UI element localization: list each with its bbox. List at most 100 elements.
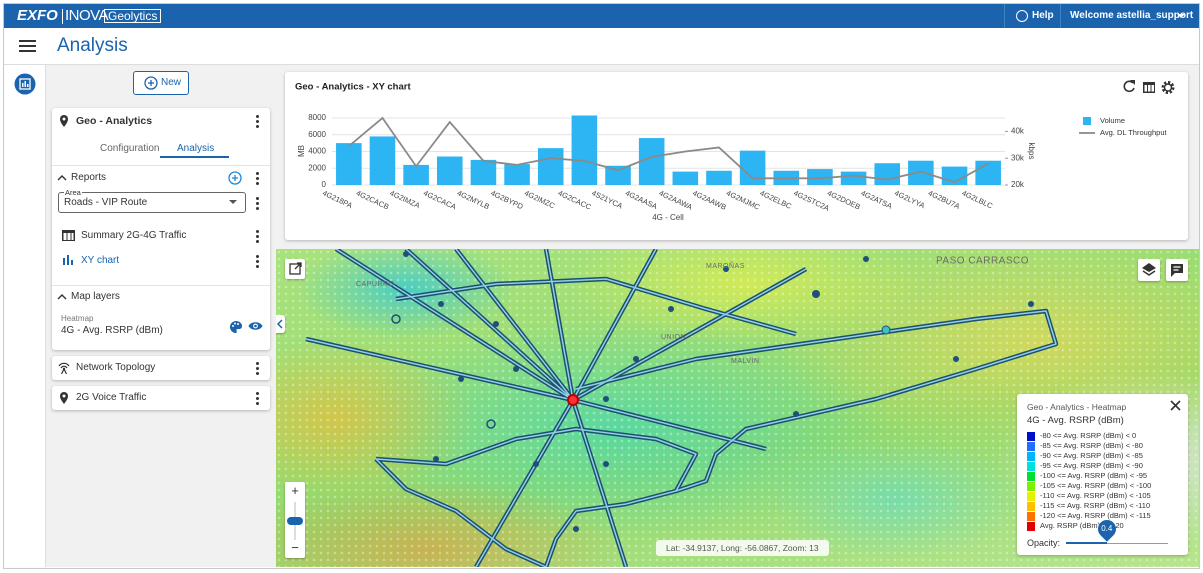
select-caret (229, 200, 237, 204)
field-label: Area (64, 188, 82, 197)
legend-swatch (1027, 522, 1035, 531)
kebab-menu[interactable] (256, 397, 259, 400)
expand-button[interactable] (285, 259, 305, 279)
tab[interactable]: Configuration (100, 143, 160, 154)
kebab-menu[interactable] (256, 202, 259, 205)
x-tick-label: 4G2CACB (355, 188, 391, 211)
layers-button[interactable] (1138, 259, 1160, 281)
zoom-thumb[interactable] (287, 517, 303, 525)
legend-swatch (1083, 117, 1091, 125)
collapse-icon[interactable] (57, 174, 67, 182)
analytics-icon[interactable] (14, 73, 36, 95)
place-label: CAPURRO (356, 281, 395, 288)
menu-button[interactable] (19, 39, 37, 53)
kebab-menu[interactable] (256, 120, 259, 123)
table-icon (62, 230, 75, 241)
dropdown-caret[interactable] (1176, 12, 1186, 20)
bar (537, 148, 564, 185)
bar (672, 171, 699, 185)
legend-title: Geo - Analytics - Heatmap (1027, 402, 1127, 412)
settings-icon[interactable] (1161, 81, 1175, 94)
add-report[interactable] (228, 171, 242, 185)
kebab-menu[interactable] (256, 260, 259, 263)
new-button[interactable]: New (133, 71, 189, 95)
y-tick-label: 4000 (308, 147, 326, 156)
y2-axis-label: kbps (1027, 143, 1036, 160)
y2-tick-label: 40k (1011, 127, 1025, 136)
place-label: UNION (661, 334, 686, 341)
zoom-in[interactable]: + (291, 483, 299, 498)
divider (52, 165, 270, 166)
opacity-label: Opacity: (1027, 538, 1061, 548)
opacity-track (1066, 543, 1168, 544)
top-bar: EXFO INOVA Geolytics Help Welcome astell… (4, 4, 1199, 28)
frame (3, 3, 1200, 569)
divider (62, 9, 63, 24)
legend-swatch (1027, 502, 1035, 511)
map-overlay: PASO CARRASCO MAROÑAS UNION MALVIN CAPURRO (276, 249, 1199, 567)
selected-site[interactable] (567, 394, 579, 406)
section-card[interactable]: Network Topology (52, 356, 270, 380)
comments-button[interactable] (1166, 259, 1188, 281)
close-button[interactable] (1170, 400, 1181, 411)
x-tick-label: 4G2CACC (557, 188, 593, 211)
kebab-menu[interactable] (256, 235, 259, 238)
legend-swatch (1027, 432, 1035, 441)
kebab-menu[interactable] (256, 177, 259, 180)
opacity-fill (1066, 542, 1107, 544)
topology-icon (58, 362, 70, 374)
help-link[interactable]: Help (1032, 10, 1054, 21)
bar (403, 164, 429, 185)
section-title: Network Topology (76, 362, 156, 373)
collapse-icon[interactable] (57, 293, 67, 301)
section-card[interactable]: 2G Voice Traffic (52, 386, 270, 410)
x-axis-label: 4G - Cell (652, 213, 684, 222)
help-icon[interactable] (1016, 10, 1028, 22)
chart-card: Geo - Analytics - XY chart MB kbps 4G - … (285, 72, 1188, 240)
report-item[interactable]: Summary 2G-4G Traffic (81, 230, 187, 241)
legend-swatch (1027, 492, 1035, 501)
legend-swatch (1027, 452, 1035, 461)
zoom-out[interactable]: − (291, 540, 299, 555)
bar (470, 159, 497, 185)
bar (840, 171, 867, 185)
tab-underline (160, 156, 229, 158)
x-tick-label: 4G2IMZA (388, 188, 421, 210)
report-item-active[interactable]: XY chart (81, 255, 120, 266)
x-tick-label: 4G2LBLC (960, 188, 994, 210)
page-title: Analysis (57, 35, 128, 56)
tab-active[interactable]: Analysis (177, 143, 215, 154)
visibility-icon[interactable] (248, 321, 263, 331)
brand: EXFO (17, 7, 58, 24)
area-select[interactable] (58, 192, 246, 213)
x-tick-label: 4G2CACA (422, 188, 458, 211)
route-outline (306, 249, 1056, 567)
x-tick-label: 4G2ATSA (860, 188, 894, 210)
x-tick-label: 4G2IMZC (523, 188, 557, 210)
y2-tick-label: 20k (1011, 180, 1025, 189)
legend-swatch (1027, 462, 1035, 471)
collapse-sidebar[interactable] (276, 315, 285, 333)
refresh-icon[interactable] (1123, 80, 1135, 93)
y-axis-label: MB (297, 145, 306, 157)
table-view-icon[interactable] (1143, 82, 1155, 93)
user-menu[interactable]: Welcome astellia_support (1070, 10, 1194, 21)
x-tick-label: 4G2STC2A (792, 188, 831, 212)
analysis-panel: Geo - Analytics Configuration Analysis R… (52, 108, 270, 350)
legend-swatch (1027, 482, 1035, 491)
legend-swatch (1027, 512, 1035, 521)
section-title: 2G Voice Traffic (76, 392, 147, 403)
x-tick-label: 4S21YCA (590, 188, 624, 210)
module: Geolytics (104, 9, 162, 23)
pin-icon (60, 392, 68, 404)
legend-layer: 4G - Avg. RSRP (dBm) (1027, 415, 1124, 426)
map[interactable]: PASO CARRASCO MAROÑAS UNION MALVIN CAPURRO +… (276, 249, 1199, 567)
bar-chart-icon (63, 255, 73, 265)
x-tick-label: 4G2AASA (624, 188, 659, 211)
kebab-menu[interactable] (256, 367, 259, 370)
palette-icon[interactable] (229, 320, 243, 333)
x-tick-label: 4G218PA (321, 188, 354, 210)
bar (739, 150, 766, 185)
x-tick-label: 4G2MJMC (725, 188, 762, 212)
